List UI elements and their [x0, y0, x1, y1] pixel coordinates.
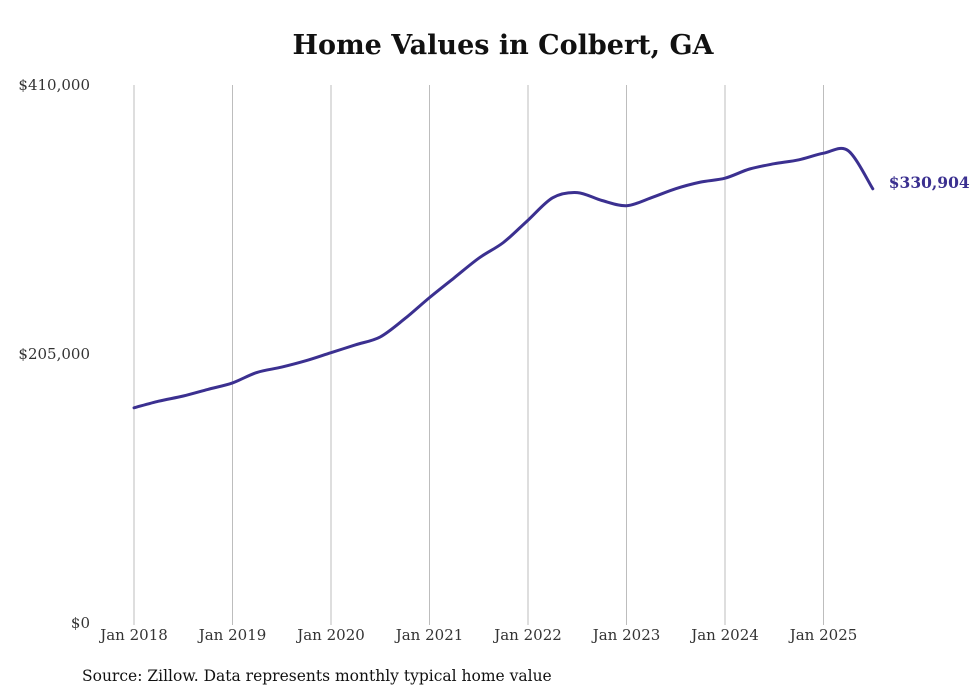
x-tick-label: Jan 2019 [197, 626, 267, 644]
x-tick-label: Jan 2025 [788, 626, 858, 644]
x-tick-label: Jan 2021 [394, 626, 464, 644]
end-labels: $330,904 [889, 173, 970, 192]
series-line [132, 146, 875, 410]
x-tick-label: Jan 2024 [689, 626, 759, 644]
x-tick-label: Jan 2018 [98, 626, 168, 644]
chart-title: Home Values in Colbert, GA [292, 30, 714, 61]
y-axis-ticks: $0 $205,000 $410,000 [18, 76, 90, 632]
x-tick-label: Jan 2022 [492, 626, 562, 644]
x-axis-ticks: Jan 2018 Jan 2019 Jan 2020 Jan 2021 Jan 2022… [98, 626, 857, 644]
source-note: Source: Zillow. Data represents monthly … [82, 667, 552, 685]
x-tick-label: Jan 2020 [295, 626, 365, 644]
end-value-label: $330,904 [889, 173, 970, 192]
y-tick-label: $0 [71, 614, 90, 632]
series-layer [132, 146, 875, 410]
y-tick-label: $410,000 [18, 76, 90, 94]
gridlines [133, 85, 824, 625]
y-tick-label: $205,000 [18, 345, 90, 363]
x-tick-label: Jan 2023 [591, 626, 661, 644]
